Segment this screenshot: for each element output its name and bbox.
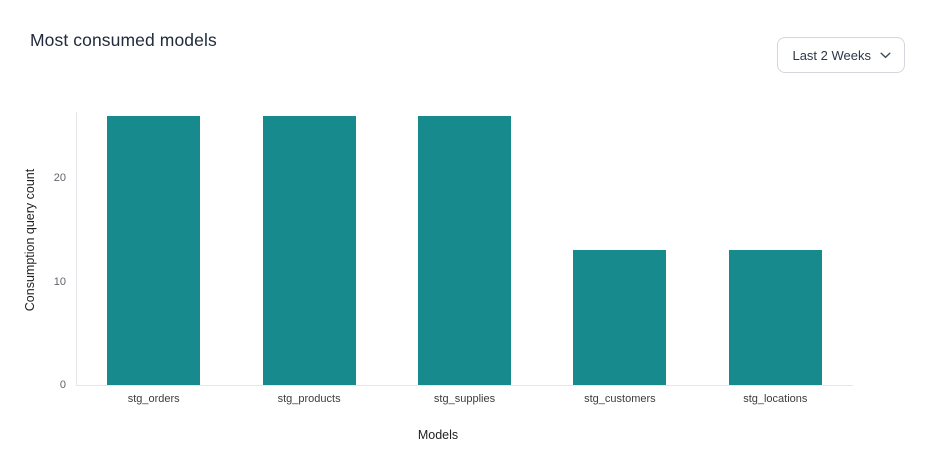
x-axis-line: [76, 385, 853, 386]
x-tick-label: stg_products: [277, 393, 341, 405]
bar-stg_supplies[interactable]: [418, 116, 511, 385]
x-axis-label: Models: [417, 428, 459, 442]
page-title: Most consumed models: [30, 30, 217, 50]
bar-stg_orders[interactable]: [107, 116, 201, 385]
x-tick-label: stg_orders: [127, 393, 180, 405]
bar-stg_customers[interactable]: [573, 250, 667, 385]
y-tick-label: 0: [59, 379, 66, 391]
bar-stg_locations[interactable]: [728, 250, 822, 385]
x-tick-label: stg_locations: [743, 393, 808, 405]
time-range-dropdown[interactable]: Last 2 Weeks: [777, 37, 905, 73]
time-range-label: Last 2 Weeks: [792, 47, 871, 63]
chevron-down-icon: [880, 52, 891, 59]
y-tick-label: 10: [53, 275, 66, 288]
bar-stg_products[interactable]: [262, 116, 356, 385]
x-tick-label: stg_customers: [584, 393, 656, 405]
y-axis-line: [76, 112, 77, 385]
y-tick-label: 20: [53, 172, 66, 184]
x-tick-label: stg_supplies: [433, 393, 496, 405]
y-axis-label: Consumption query count: [23, 168, 37, 312]
